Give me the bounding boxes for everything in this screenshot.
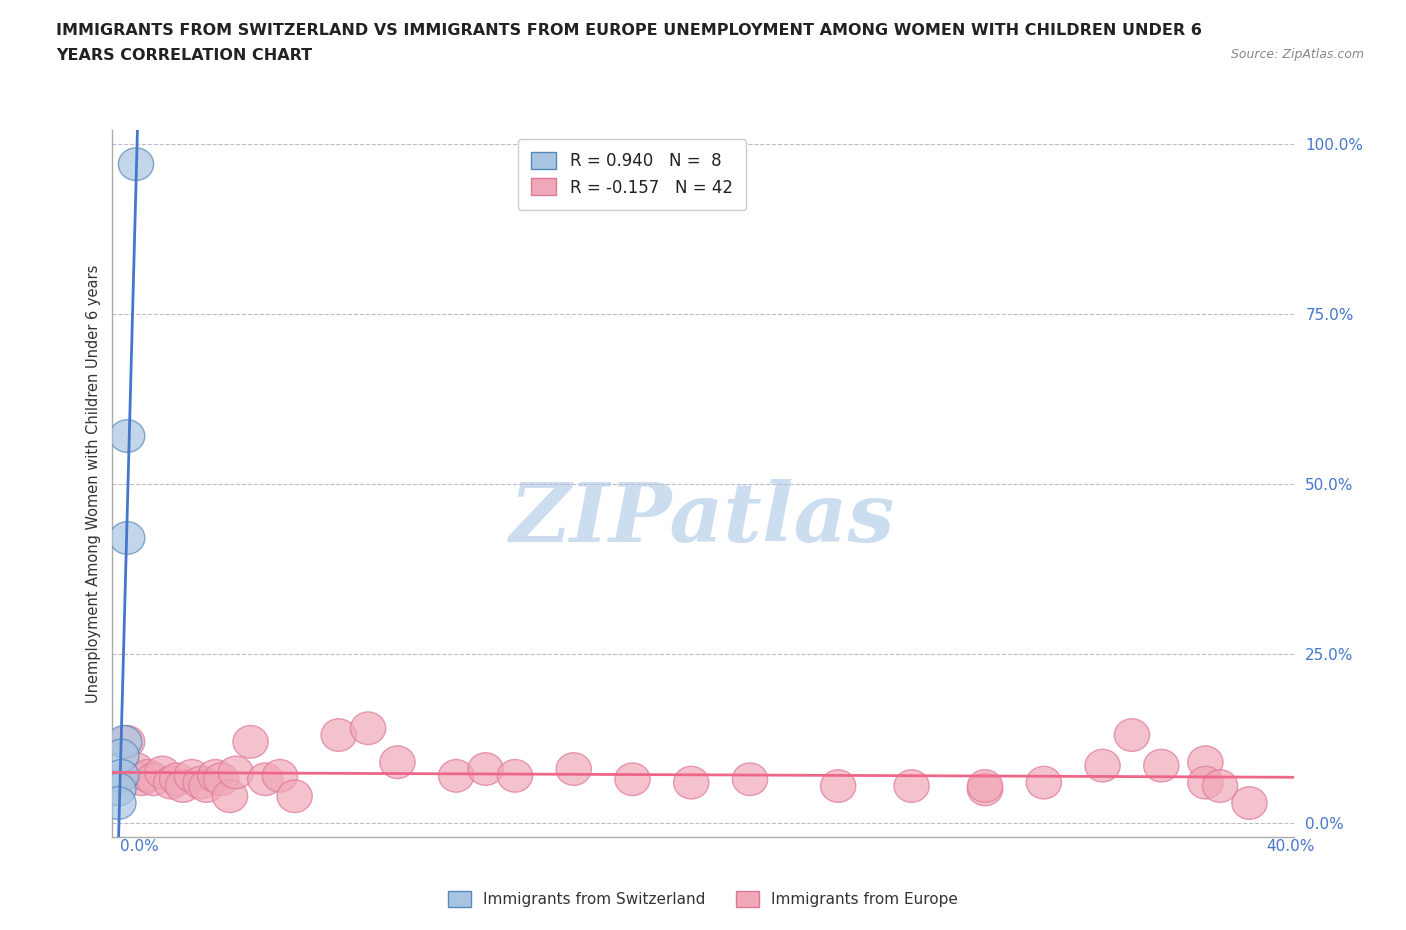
Ellipse shape: [212, 780, 247, 813]
Text: ZIPatlas: ZIPatlas: [510, 479, 896, 559]
Ellipse shape: [894, 770, 929, 803]
Ellipse shape: [1188, 746, 1223, 778]
Ellipse shape: [136, 763, 172, 795]
Ellipse shape: [104, 739, 139, 772]
Ellipse shape: [247, 763, 283, 795]
Ellipse shape: [104, 760, 139, 792]
Text: IMMIGRANTS FROM SWITZERLAND VS IMMIGRANTS FROM EUROPE UNEMPLOYMENT AMONG WOMEN W: IMMIGRANTS FROM SWITZERLAND VS IMMIGRANT…: [56, 23, 1202, 38]
Ellipse shape: [198, 760, 233, 792]
Ellipse shape: [174, 760, 209, 792]
Ellipse shape: [183, 766, 218, 799]
Ellipse shape: [159, 763, 195, 795]
Ellipse shape: [1202, 770, 1237, 803]
Ellipse shape: [218, 756, 253, 789]
Ellipse shape: [153, 766, 188, 799]
Ellipse shape: [145, 756, 180, 789]
Legend: R = 0.940   N =  8, R = -0.157   N = 42: R = 0.940 N = 8, R = -0.157 N = 42: [519, 139, 747, 210]
Ellipse shape: [498, 760, 533, 792]
Ellipse shape: [118, 752, 153, 785]
Ellipse shape: [439, 760, 474, 792]
Ellipse shape: [967, 773, 1002, 805]
Ellipse shape: [107, 725, 142, 758]
Ellipse shape: [1143, 750, 1180, 782]
Ellipse shape: [110, 419, 145, 452]
Y-axis label: Unemployment Among Women with Children Under 6 years: Unemployment Among Women with Children U…: [86, 264, 101, 703]
Ellipse shape: [277, 780, 312, 813]
Ellipse shape: [350, 712, 385, 745]
Ellipse shape: [821, 770, 856, 803]
Ellipse shape: [1188, 766, 1223, 799]
Ellipse shape: [166, 770, 201, 803]
Legend: Immigrants from Switzerland, Immigrants from Europe: Immigrants from Switzerland, Immigrants …: [441, 884, 965, 913]
Ellipse shape: [1026, 766, 1062, 799]
Ellipse shape: [101, 787, 136, 819]
Text: YEARS CORRELATION CHART: YEARS CORRELATION CHART: [56, 48, 312, 63]
Ellipse shape: [124, 763, 159, 795]
Ellipse shape: [204, 763, 239, 795]
Text: 0.0%: 0.0%: [120, 839, 159, 854]
Ellipse shape: [233, 725, 269, 758]
Ellipse shape: [614, 763, 650, 795]
Ellipse shape: [967, 770, 1002, 803]
Ellipse shape: [468, 752, 503, 785]
Ellipse shape: [131, 760, 166, 792]
Ellipse shape: [263, 760, 298, 792]
Ellipse shape: [733, 763, 768, 795]
Ellipse shape: [1232, 787, 1267, 819]
Ellipse shape: [118, 148, 153, 180]
Ellipse shape: [380, 746, 415, 778]
Ellipse shape: [110, 725, 145, 758]
Ellipse shape: [321, 719, 356, 751]
Text: Source: ZipAtlas.com: Source: ZipAtlas.com: [1230, 48, 1364, 61]
Ellipse shape: [1085, 750, 1121, 782]
Ellipse shape: [557, 752, 592, 785]
Ellipse shape: [673, 766, 709, 799]
Ellipse shape: [1115, 719, 1150, 751]
Ellipse shape: [188, 770, 224, 803]
Ellipse shape: [101, 773, 136, 805]
Ellipse shape: [110, 522, 145, 554]
Text: 40.0%: 40.0%: [1267, 839, 1315, 854]
